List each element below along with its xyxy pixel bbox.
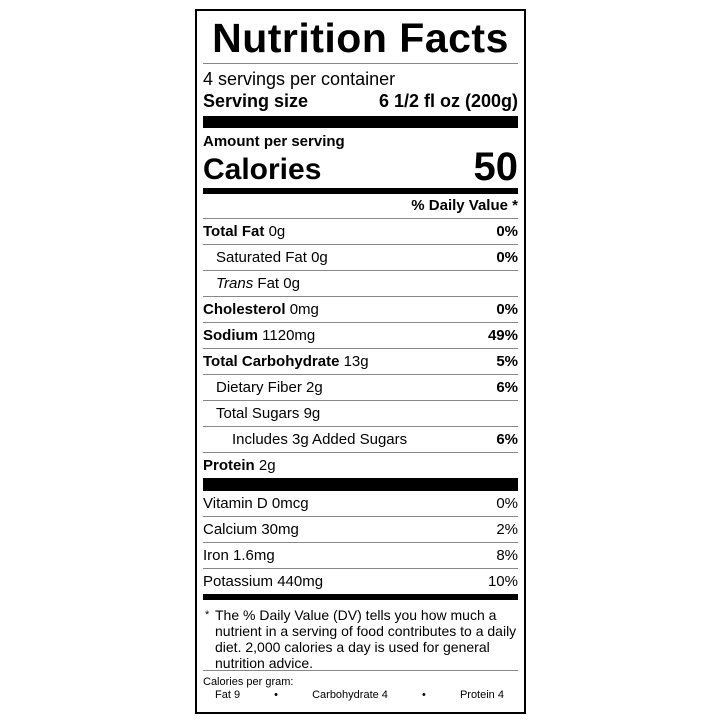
serving-size-value: 6 1/2 fl oz (200g) bbox=[378, 91, 518, 111]
nutrient-amount: 1120mg bbox=[262, 327, 316, 344]
nutrient-name-suffix: Fat bbox=[257, 275, 280, 292]
serving-size-label: Serving size bbox=[203, 91, 309, 111]
vitamin-name: Vitamin D 0mcg bbox=[203, 495, 309, 512]
calories-per-gram: Calories per gram: Fat 9 • Carbohydrate … bbox=[203, 671, 518, 702]
nutrient-dv: 0% bbox=[496, 249, 518, 266]
nutrient-name: Protein bbox=[203, 457, 255, 474]
nutrient-name: Saturated Fat bbox=[216, 249, 307, 266]
nutrition-facts-label: Nutrition Facts 4 servings per container… bbox=[195, 9, 526, 714]
nutrient-row-dietary-fiber: Dietary Fiber 2g 6% bbox=[203, 375, 518, 401]
nutrient-name: Trans bbox=[216, 275, 254, 292]
calories-per-gram-label: Calories per gram: bbox=[203, 676, 294, 688]
divider-medium bbox=[203, 188, 518, 194]
carb-calories: Carbohydrate 4 bbox=[312, 689, 388, 701]
nutrient-amount: 0mg bbox=[289, 301, 319, 318]
vitamin-row-iron: Iron 1.6mg 8% bbox=[203, 543, 518, 569]
nutrient-row-total-sugars: Total Sugars 9g bbox=[203, 401, 518, 427]
nutrient-row-sodium: Sodium 1120mg 49% bbox=[203, 323, 518, 349]
vitamin-name: Iron 1.6mg bbox=[203, 547, 275, 564]
bullet: • bbox=[422, 689, 426, 701]
vitamin-dv: 10% bbox=[487, 573, 518, 590]
calories-row: Calories 50 bbox=[203, 145, 519, 189]
nutrient-dv: 6% bbox=[496, 431, 518, 448]
divider-thick bbox=[203, 478, 518, 491]
protein-calories: Protein 4 bbox=[459, 689, 504, 701]
serving-size: Serving size 6 1/2 fl oz (200g) bbox=[203, 90, 518, 112]
nutrient-name: Total Carbohydrate bbox=[203, 353, 340, 370]
label-title: Nutrition Facts bbox=[203, 11, 518, 64]
nutrient-name: Cholesterol bbox=[203, 301, 286, 318]
nutrient-row-trans-fat: Trans Fat 0g bbox=[203, 271, 518, 297]
divider-thick bbox=[203, 116, 518, 128]
vitamin-row-vitamin-d: Vitamin D 0mcg 0% bbox=[203, 491, 518, 517]
footnote-asterisk: * bbox=[205, 609, 210, 621]
vitamin-row-potassium: Potassium 440mg 10% bbox=[203, 569, 518, 594]
footnote: * The % Daily Value (DV) tells you how m… bbox=[203, 600, 518, 671]
nutrient-row-total-fat: Total Fat 0g 0% bbox=[203, 219, 518, 245]
nutrient-row-saturated-fat: Saturated Fat 0g 0% bbox=[203, 245, 518, 271]
fat-calories: Fat 9 bbox=[215, 689, 241, 701]
nutrient-name: Total Sugars bbox=[216, 405, 300, 422]
nutrient-row-protein: Protein 2g bbox=[203, 453, 518, 478]
nutrient-amount: 0g bbox=[283, 275, 300, 292]
vitamin-row-calcium: Calcium 30mg 2% bbox=[203, 517, 518, 543]
nutrient-dv: 0% bbox=[496, 223, 518, 240]
calories-label: Calories bbox=[203, 153, 322, 186]
nutrient-name: Dietary Fiber bbox=[216, 379, 302, 396]
vitamin-dv: 2% bbox=[496, 521, 518, 538]
nutrient-amount: 9g bbox=[303, 405, 321, 422]
nutrient-name: Total Fat bbox=[203, 223, 265, 240]
nutrient-dv: 5% bbox=[496, 353, 518, 370]
bullet: • bbox=[274, 689, 279, 701]
servings-per-container: 4 servings per container bbox=[203, 69, 396, 89]
nutrient-row-total-carbohydrate: Total Carbohydrate 13g 5% bbox=[203, 349, 518, 375]
nutrient-amount: 0g bbox=[268, 223, 286, 240]
vitamin-dv: 8% bbox=[496, 547, 518, 564]
nutrient-row-cholesterol: Cholesterol 0mg 0% bbox=[203, 297, 518, 323]
nutrient-amount: 2g bbox=[258, 457, 276, 474]
vitamin-name: Potassium 440mg bbox=[203, 573, 324, 590]
nutrient-row-added-sugars: Includes 3g Added Sugars 6% bbox=[203, 427, 518, 453]
calories-value: 50 bbox=[473, 145, 519, 189]
divider-medium bbox=[203, 594, 518, 600]
nutrient-amount: 2g bbox=[306, 379, 323, 396]
nutrient-dv: 0% bbox=[496, 301, 518, 318]
nutrient-name: Sodium bbox=[203, 327, 258, 344]
nutrient-amount: 0g bbox=[311, 249, 328, 266]
vitamin-dv: 0% bbox=[496, 495, 518, 512]
footnote-text: The % Daily Value (DV) tells you how muc… bbox=[215, 607, 517, 671]
amount-per-serving: Amount per serving bbox=[203, 133, 345, 150]
nutrient-name: Includes 3g Added Sugars bbox=[232, 431, 408, 448]
nutrient-dv: 49% bbox=[487, 327, 518, 344]
daily-value-header: % Daily Value * bbox=[203, 194, 518, 219]
nutrient-amount: 13g bbox=[343, 353, 369, 370]
nutrient-dv: 6% bbox=[496, 379, 518, 396]
vitamin-name: Calcium 30mg bbox=[203, 521, 299, 538]
